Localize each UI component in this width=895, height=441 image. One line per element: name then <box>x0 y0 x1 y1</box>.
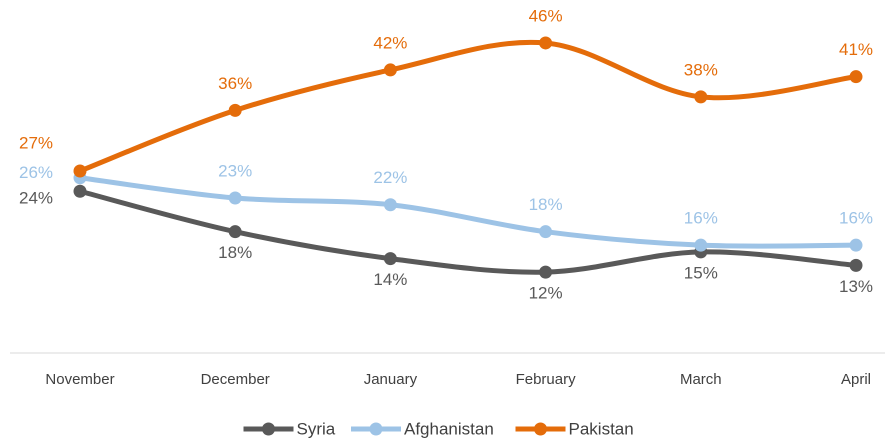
marker <box>849 70 863 84</box>
data-label: 41% <box>839 40 873 59</box>
data-label: 16% <box>839 209 873 228</box>
legend-marker <box>534 422 547 436</box>
x-tick-label: February <box>516 371 577 388</box>
marker <box>73 164 87 178</box>
legend-marker <box>262 422 275 436</box>
data-label: 26% <box>19 163 53 182</box>
data-label: 18% <box>529 195 563 214</box>
legend-marker <box>369 422 383 436</box>
marker <box>383 252 397 266</box>
legend-label: Afghanistan <box>404 419 494 438</box>
series-line <box>77 175 859 249</box>
marker <box>694 238 708 252</box>
marker <box>73 184 87 198</box>
series-line <box>77 188 859 275</box>
marker <box>539 225 553 239</box>
data-label: 12% <box>529 284 563 303</box>
marker <box>694 90 708 104</box>
x-tick-label: March <box>680 371 722 388</box>
marker <box>849 238 863 252</box>
data-label: 14% <box>373 270 407 289</box>
data-label: 16% <box>684 209 718 228</box>
data-label: 23% <box>218 161 252 180</box>
marker <box>383 198 397 212</box>
data-label: 13% <box>839 277 873 296</box>
marker <box>228 103 242 117</box>
x-tick-label: January <box>364 371 418 388</box>
marker <box>539 265 553 279</box>
data-label: 42% <box>373 33 407 52</box>
series-line <box>77 39 859 174</box>
legend-label: Syria <box>297 419 336 438</box>
x-tick-label: April <box>841 371 871 388</box>
marker <box>383 63 397 77</box>
data-label: 38% <box>684 60 718 79</box>
legend-label: Pakistan <box>569 419 634 438</box>
data-label: 24% <box>19 189 53 208</box>
x-tick-label: November <box>45 371 114 388</box>
marker <box>539 36 553 50</box>
marker <box>228 225 242 239</box>
data-label: 27% <box>19 134 53 153</box>
data-label: 22% <box>373 168 407 187</box>
marker <box>849 258 863 272</box>
data-label: 15% <box>684 263 718 282</box>
marker <box>228 191 242 205</box>
data-label: 46% <box>529 6 563 25</box>
data-label: 18% <box>218 243 252 262</box>
x-tick-label: December <box>201 371 270 388</box>
data-label: 36% <box>218 74 252 93</box>
